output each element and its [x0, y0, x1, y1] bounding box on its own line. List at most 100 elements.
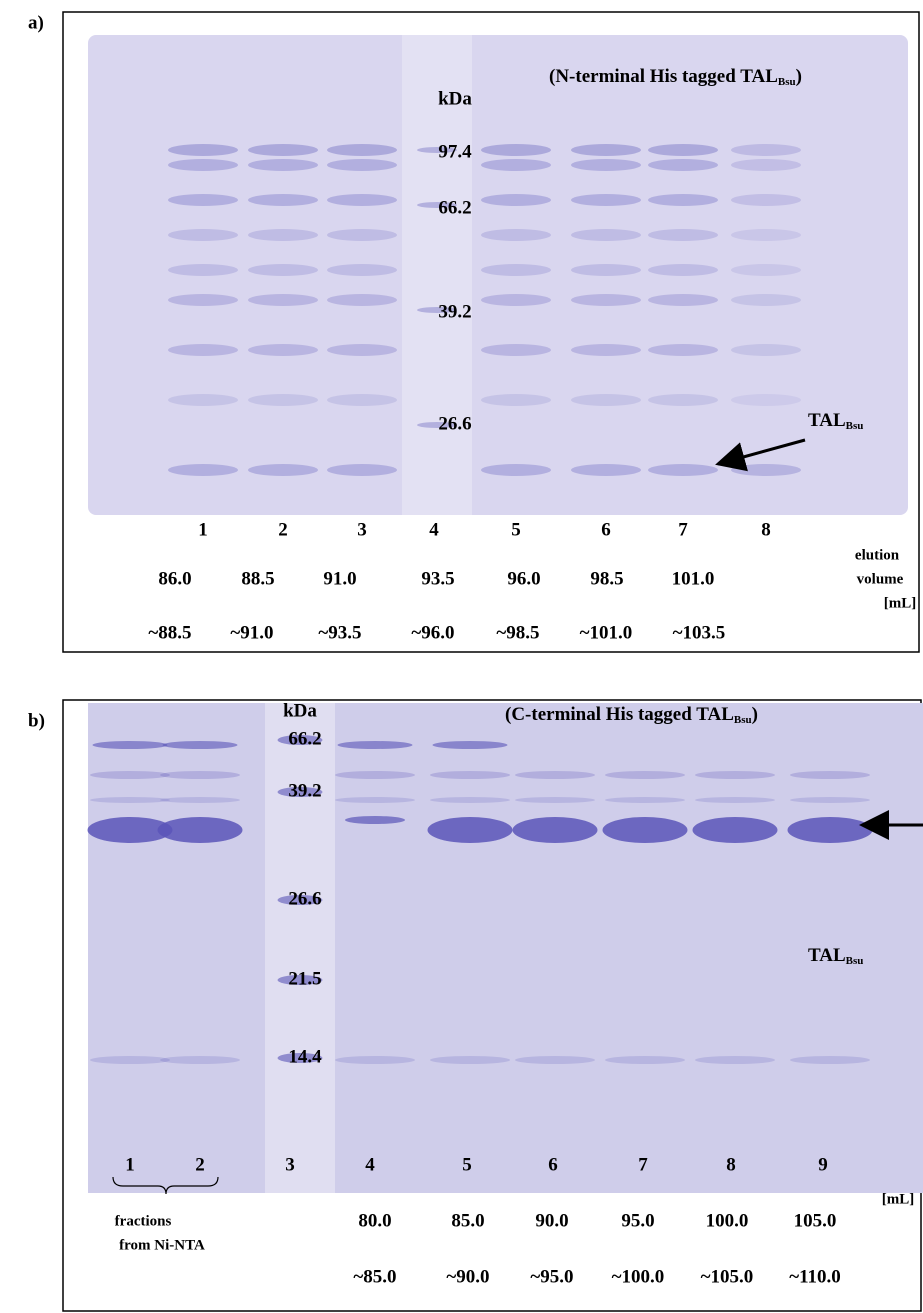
gel-band	[168, 344, 238, 356]
marker-label: 26.6	[288, 888, 321, 909]
gel-band	[157, 817, 243, 843]
gel-band	[168, 229, 238, 241]
gel-band	[571, 229, 641, 241]
band-label: TALBsu	[808, 945, 863, 966]
gel-band	[160, 797, 240, 803]
gel-band	[327, 464, 397, 476]
gel-band	[335, 797, 415, 803]
lane-label: 7	[638, 1154, 648, 1175]
lane-label: 1	[125, 1154, 135, 1175]
text-part: (C-terminal His tagged TAL	[505, 704, 734, 725]
unit-label: kDa	[283, 700, 317, 721]
gel-band	[248, 229, 318, 241]
gel-band	[695, 797, 775, 803]
volume-to: ~95.0	[530, 1266, 573, 1287]
gel-band	[515, 771, 595, 779]
gel-band	[731, 394, 801, 406]
gel-band	[160, 771, 240, 779]
gel-band	[695, 1056, 775, 1064]
lane-label: 3	[285, 1154, 295, 1175]
gel-band	[430, 797, 510, 803]
fraction-note: from Ni-NTA	[119, 1237, 205, 1253]
arrow	[715, 438, 806, 472]
text-part: )	[752, 704, 758, 725]
gel-band	[571, 194, 641, 206]
lane-label: 8	[726, 1154, 736, 1175]
gel-band	[168, 464, 238, 476]
gel-band	[648, 344, 718, 356]
gel-band	[731, 229, 801, 241]
gel-band	[327, 294, 397, 306]
gel-band	[605, 797, 685, 803]
volume-to: ~101.0	[580, 622, 633, 643]
panel-frame	[62, 11, 920, 653]
gel-band	[648, 464, 718, 476]
volume-from: 86.0	[158, 568, 191, 589]
lane-label: 9	[818, 1154, 828, 1175]
volume-to: ~85.0	[353, 1266, 396, 1287]
gel-band	[512, 817, 598, 843]
lane-label: 2	[195, 1154, 205, 1175]
gel-band	[605, 1056, 685, 1064]
gel-band	[790, 771, 870, 779]
gel-band	[248, 294, 318, 306]
lane-label: 7	[678, 519, 688, 540]
gel-band	[515, 797, 595, 803]
gel-band	[790, 797, 870, 803]
gel-band	[571, 344, 641, 356]
volume-to: ~98.5	[496, 622, 539, 643]
gel-band	[327, 229, 397, 241]
lane-label: 3	[357, 519, 367, 540]
gel-band	[335, 1056, 415, 1064]
gel-band	[571, 159, 641, 171]
gel-band	[571, 264, 641, 276]
gel-band	[248, 144, 318, 156]
brace	[112, 1176, 219, 1195]
marker-label: 21.5	[288, 968, 321, 989]
gel-band	[481, 194, 551, 206]
gel-band	[168, 394, 238, 406]
lane-label: 6	[601, 519, 611, 540]
marker-label: 14.4	[288, 1046, 322, 1067]
gel-band	[160, 1056, 240, 1064]
marker-label: 26.6	[438, 413, 471, 434]
gel-band	[731, 194, 801, 206]
gel-band	[327, 264, 397, 276]
gel-band	[417, 422, 457, 428]
gel-band	[571, 464, 641, 476]
gel-band	[481, 394, 551, 406]
gel-band	[168, 294, 238, 306]
gel-band	[248, 159, 318, 171]
gel-band	[277, 735, 323, 745]
gel-band	[277, 975, 323, 985]
gel-band	[417, 307, 457, 313]
fraction-note: fractions	[115, 1213, 172, 1229]
volume-to: ~91.0	[230, 622, 273, 643]
gel	[88, 35, 908, 515]
subscript: Bsu	[846, 420, 864, 432]
marker-lane	[402, 35, 472, 515]
gel-band	[327, 144, 397, 156]
text-part: TAL	[808, 410, 846, 431]
volume-to: ~100.0	[612, 1266, 665, 1287]
marker-label: 66.2	[288, 728, 321, 749]
gel-band	[731, 159, 801, 171]
volume-to: ~90.0	[446, 1266, 489, 1287]
marker-label: 39.2	[438, 301, 471, 322]
axis-label: [mL]	[882, 1191, 915, 1207]
gel-band	[90, 797, 170, 803]
gel-band	[481, 344, 551, 356]
gel-band	[168, 144, 238, 156]
gel-band	[430, 1056, 510, 1064]
lane-label: 6	[548, 1154, 558, 1175]
gel-band	[248, 264, 318, 276]
lane-label: 8	[761, 519, 771, 540]
gel-band	[248, 394, 318, 406]
gel-band	[695, 771, 775, 779]
gel-band	[417, 147, 457, 153]
volume-from: 90.0	[535, 1210, 568, 1231]
gel-band	[571, 394, 641, 406]
gel-band	[571, 294, 641, 306]
lane-label: 4	[429, 519, 439, 540]
